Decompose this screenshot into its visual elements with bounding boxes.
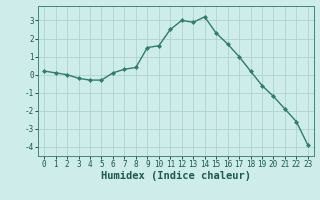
X-axis label: Humidex (Indice chaleur): Humidex (Indice chaleur) (101, 171, 251, 181)
